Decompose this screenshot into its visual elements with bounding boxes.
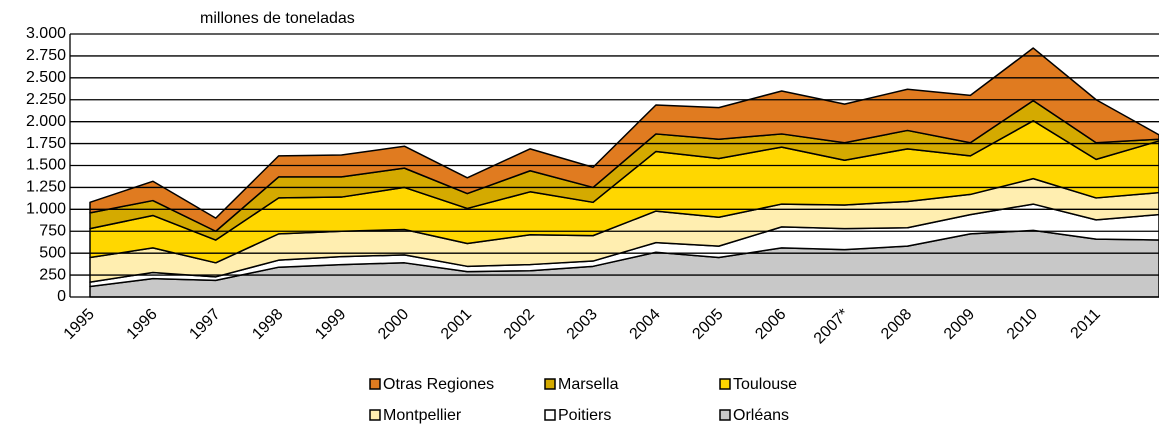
legend-swatch	[369, 378, 381, 390]
y-tick-label: 1.000	[26, 201, 66, 218]
x-tick-label: 1995	[61, 306, 98, 343]
legend-label: Otras Regiones	[383, 376, 494, 393]
y-tick-label: 250	[39, 266, 66, 283]
y-tick-label: 1.250	[26, 179, 66, 196]
x-tick-label: 2002	[501, 306, 538, 343]
y-tick-label: 0	[57, 288, 66, 305]
y-tick-label: 1.500	[26, 157, 66, 174]
x-tick-label: 2005	[689, 306, 726, 343]
legend-label: Orléans	[733, 407, 789, 424]
y-axis-label: millones de toneladas	[200, 10, 355, 27]
legend-swatch	[719, 409, 731, 421]
legend-swatch	[719, 378, 731, 390]
x-tick-label: 2011	[1068, 306, 1104, 342]
x-tick-label: 2006	[752, 306, 789, 343]
x-tick-label: 2010	[1004, 306, 1041, 343]
x-tick-label: 1997	[186, 306, 223, 343]
x-tick-label: 2007*	[811, 306, 853, 348]
y-tick-label: 750	[39, 222, 66, 239]
legend-label: Marsella	[558, 376, 619, 393]
x-tick-label: 2001	[438, 306, 475, 343]
y-tick-label: 2.250	[26, 91, 66, 108]
area	[89, 47, 1159, 232]
legend-label: Poitiers	[558, 407, 611, 424]
x-tick-label: 2009	[941, 306, 978, 343]
legend-swatch	[369, 409, 381, 421]
x-tick-label: 2000	[375, 306, 412, 343]
x-tick-label: 1996	[124, 306, 161, 343]
x-tick-label: 1998	[249, 306, 286, 343]
legend-swatch	[544, 378, 556, 390]
y-tick-label: 3.000	[26, 25, 66, 42]
x-tick-label: 2008	[878, 306, 915, 343]
y-tick-label: 500	[39, 244, 66, 261]
y-tick-label: 2.750	[26, 47, 66, 64]
y-tick-label: 1.750	[26, 135, 66, 152]
y-tick-label: 2.000	[26, 113, 66, 130]
x-tick-label: 1999	[312, 306, 349, 343]
legend-swatch	[544, 409, 556, 421]
x-tick-label: 2003	[564, 306, 601, 343]
y-tick-label: 2.500	[26, 69, 66, 86]
legend-label: Montpellier	[383, 407, 462, 424]
x-tick-label: 2004	[627, 306, 664, 343]
legend-label: Toulouse	[733, 376, 797, 393]
